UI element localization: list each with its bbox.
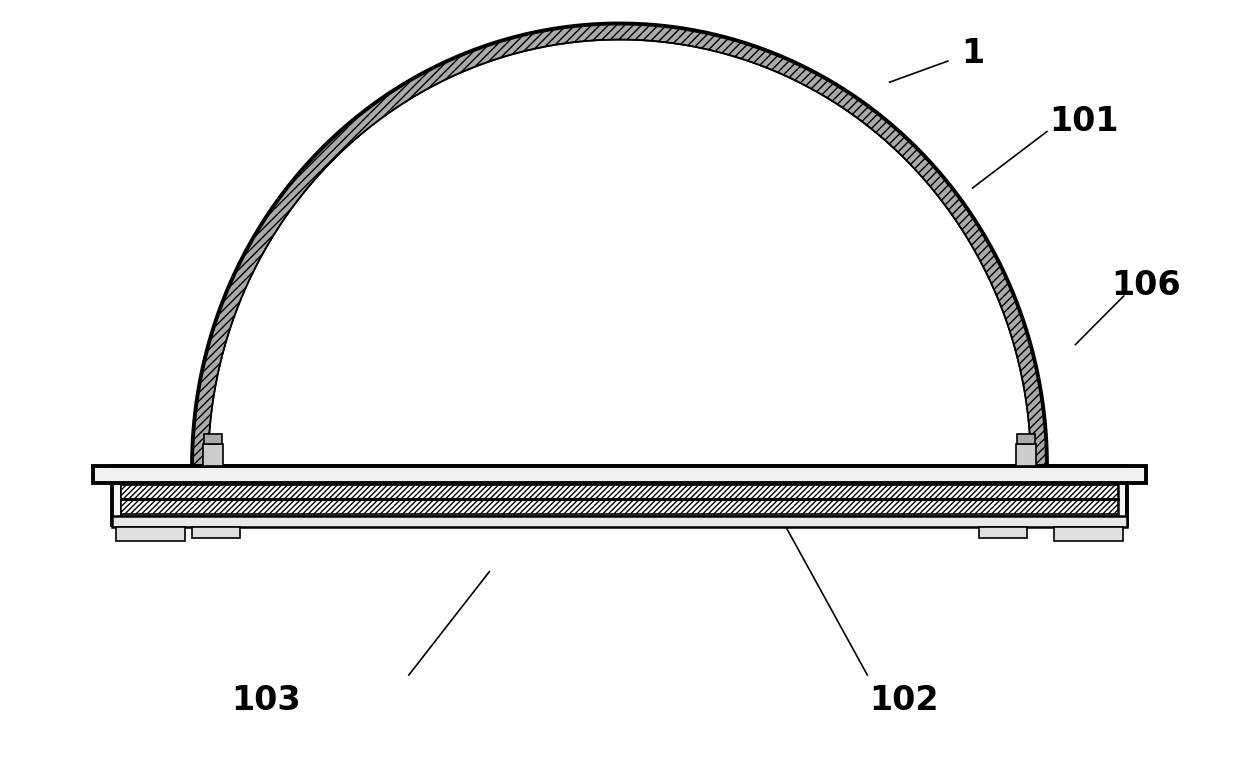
Bar [93, 466, 1146, 483]
Bar [116, 527, 185, 541]
Text: 102: 102 [870, 684, 939, 717]
Bar [121, 485, 1118, 499]
Polygon shape [192, 23, 1047, 466]
Bar [979, 527, 1026, 538]
Bar [192, 527, 239, 538]
Bar [1017, 434, 1035, 444]
Text: 103: 103 [232, 684, 301, 717]
Text: 1: 1 [961, 37, 984, 70]
Text: 106: 106 [1111, 269, 1181, 302]
Bar [1016, 444, 1036, 466]
Bar [1054, 527, 1123, 541]
Bar [121, 500, 1118, 514]
Text: 101: 101 [1049, 105, 1119, 138]
Bar [121, 483, 1118, 516]
Bar [112, 466, 1127, 525]
Bar [204, 434, 222, 444]
Bar [112, 516, 1127, 527]
Bar [203, 444, 223, 466]
